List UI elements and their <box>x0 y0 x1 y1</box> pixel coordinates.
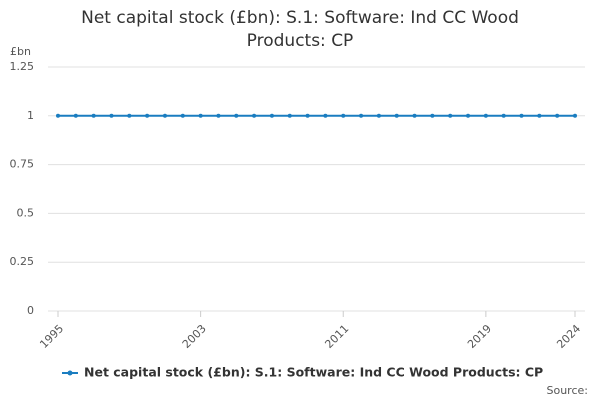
data-point <box>180 113 185 118</box>
x-tick-label: 2003 <box>180 322 209 351</box>
data-point <box>537 113 542 118</box>
data-point <box>252 113 257 118</box>
chart-title: Net capital stock (£bn): S.1: Software: … <box>81 8 519 51</box>
x-tick-label: 1995 <box>37 322 66 351</box>
y-tick-label: 0.75 <box>10 158 35 171</box>
x-tick-label: 2011 <box>322 322 351 351</box>
data-point <box>145 113 150 118</box>
data-point <box>269 113 274 118</box>
data-point <box>198 113 203 118</box>
data-point <box>359 113 364 118</box>
data-point <box>323 113 328 118</box>
y-tick-label: 1.25 <box>10 60 35 73</box>
data-point <box>483 113 488 118</box>
data-point <box>127 113 132 118</box>
y-axis-label: £bn <box>10 45 31 58</box>
data-point <box>412 113 417 118</box>
x-tick-label: 2024 <box>554 322 583 351</box>
data-point <box>305 113 310 118</box>
data-point <box>73 113 78 118</box>
y-tick-label: 1 <box>27 109 34 122</box>
data-point <box>394 113 399 118</box>
x-tick-label: 2019 <box>465 322 494 351</box>
legend-marker <box>67 370 73 376</box>
y-tick-label: 0.5 <box>17 206 35 219</box>
data-point <box>341 113 346 118</box>
y-tick-label: 0.25 <box>10 255 35 268</box>
data-point <box>91 113 96 118</box>
data-point <box>56 113 60 118</box>
data-point <box>287 113 292 118</box>
data-point <box>430 113 435 118</box>
data-point <box>448 113 453 118</box>
data-point <box>573 113 577 118</box>
data-point <box>376 113 381 118</box>
data-point <box>519 113 524 118</box>
source: Source: <box>547 384 589 397</box>
data-point <box>466 113 471 118</box>
legend-label: Net capital stock (£bn): S.1: Software: … <box>84 365 543 380</box>
y-tick-label: 0 <box>27 304 34 317</box>
data-point <box>555 113 560 118</box>
data-point <box>109 113 114 118</box>
data-point <box>216 113 221 118</box>
data-point <box>162 113 167 118</box>
data-point <box>501 113 506 118</box>
data-point <box>234 113 239 118</box>
